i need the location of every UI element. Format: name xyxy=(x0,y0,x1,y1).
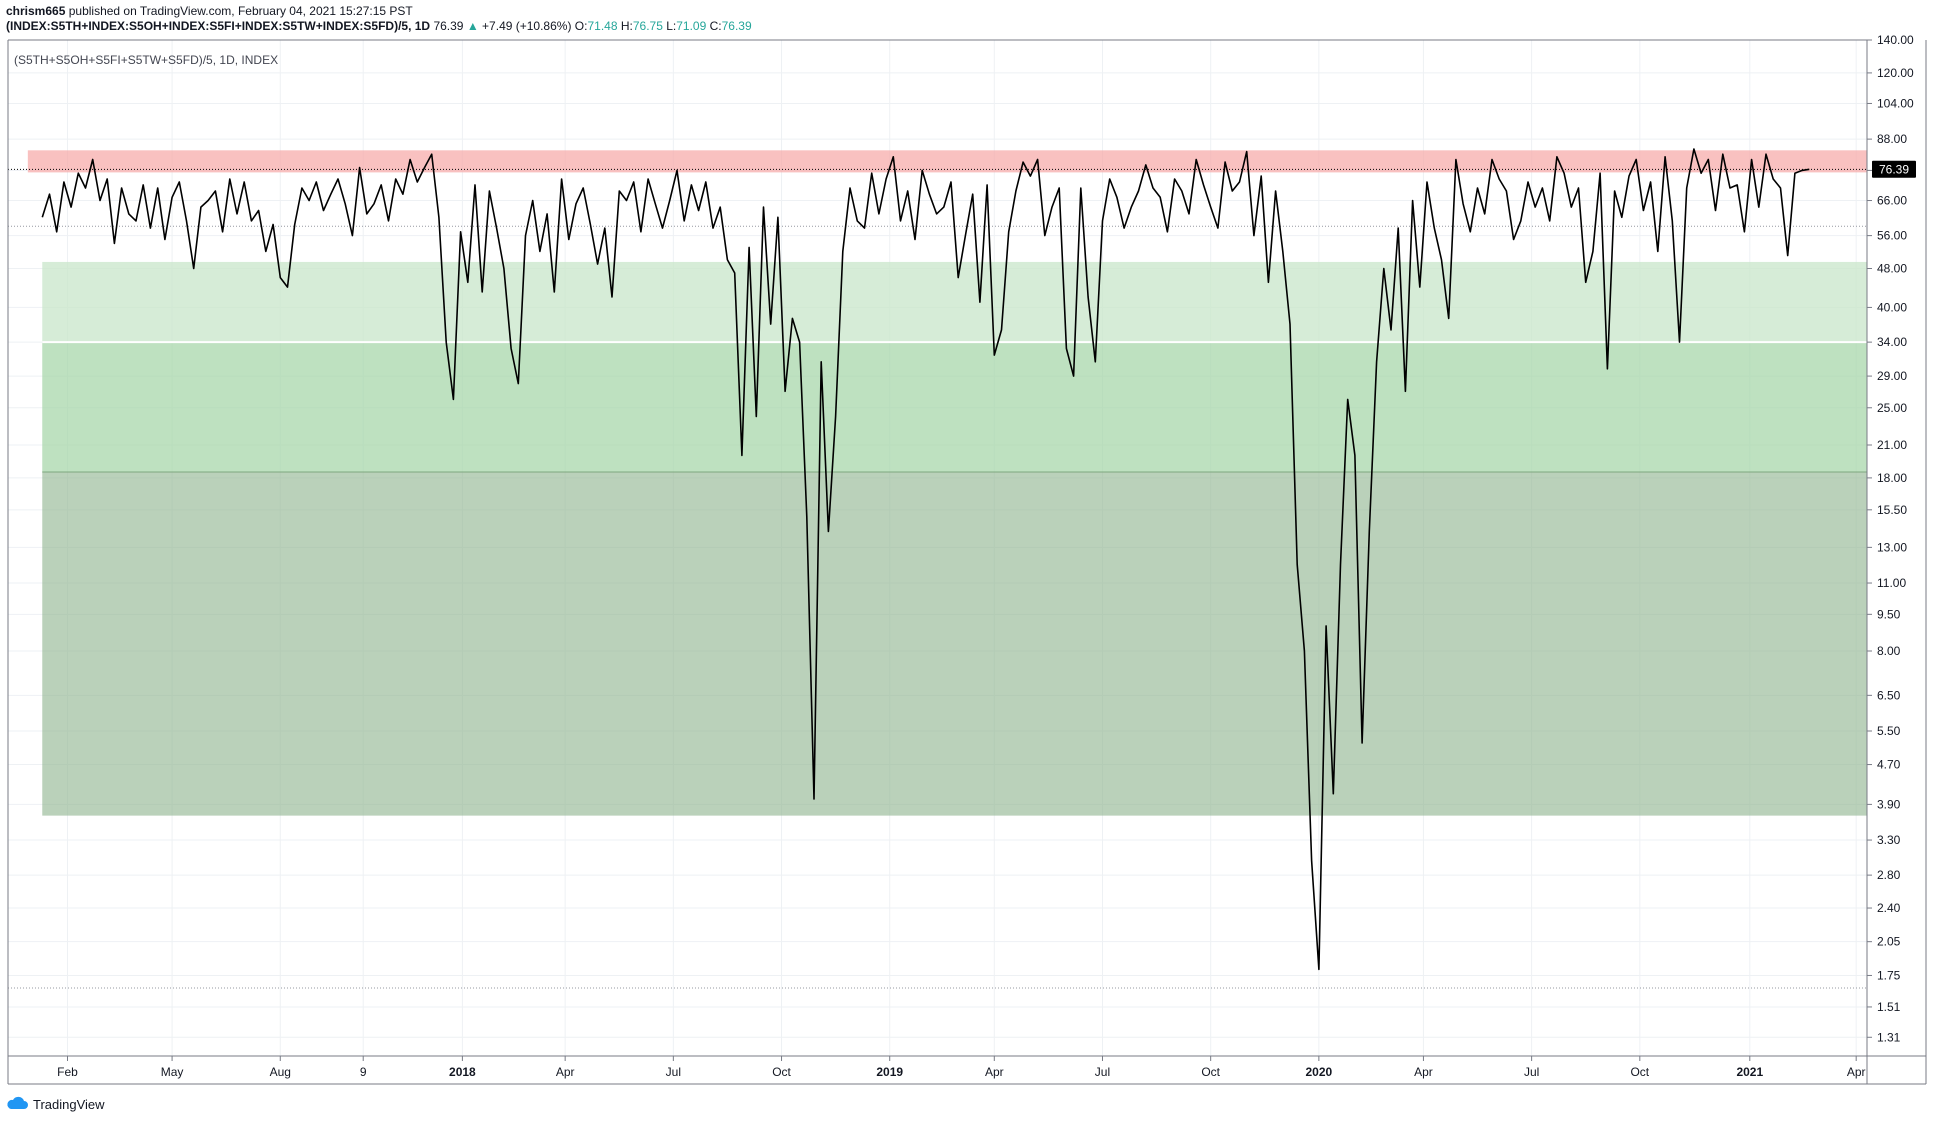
x-tick-label: Aug xyxy=(270,1065,291,1079)
symbol-expression: (INDEX:S5TH+INDEX:S5OH+INDEX:S5FI+INDEX:… xyxy=(6,19,431,33)
y-tick-label: 15.50 xyxy=(1877,503,1907,517)
low-label: L: xyxy=(666,19,677,33)
cloud-icon xyxy=(6,1096,28,1113)
y-tick-label: 1.75 xyxy=(1877,968,1901,982)
high-label: H: xyxy=(620,19,633,33)
y-tick-label: 1.31 xyxy=(1877,1030,1901,1044)
price-axis[interactable]: 140.00120.00104.0088.0076.0066.0056.0048… xyxy=(1867,33,1914,1044)
x-tick-label: Apr xyxy=(1414,1065,1433,1079)
zone-red xyxy=(27,150,1868,173)
high-value: 76.75 xyxy=(632,19,663,33)
brand-name: TradingView xyxy=(33,1097,105,1112)
zone-green_mid xyxy=(42,342,1867,473)
y-tick-label: 120.00 xyxy=(1877,66,1914,80)
published-text: published on TradingView.com, February 0… xyxy=(68,4,413,18)
chart-frame xyxy=(7,39,1927,1085)
x-tick-label: Jul xyxy=(1524,1065,1539,1079)
x-tick-label: Apr xyxy=(1847,1065,1866,1079)
y-tick-label: 2.40 xyxy=(1877,901,1901,915)
y-tick-label: 1.51 xyxy=(1877,1000,1901,1014)
publish-info: chrism665 published on TradingView.com, … xyxy=(6,4,752,19)
chart-header: chrism665 published on TradingView.com, … xyxy=(6,4,752,34)
open-value: 71.48 xyxy=(587,19,618,33)
reference-lines xyxy=(8,168,1867,989)
x-tick-label: Jul xyxy=(666,1065,681,1079)
zone-green_light xyxy=(42,261,1867,343)
y-tick-label: 56.00 xyxy=(1877,229,1907,243)
series-line xyxy=(41,148,1810,971)
zone-rectangles xyxy=(27,150,1868,816)
x-tick-label: 9 xyxy=(360,1065,367,1079)
chart-legend-label: (S5TH+S5OH+S5FI+S5TW+S5FD)/5, 1D, INDEX xyxy=(14,53,278,67)
y-tick-label: 5.50 xyxy=(1877,724,1901,738)
y-tick-label: 2.05 xyxy=(1877,935,1901,949)
x-tick-label: Oct xyxy=(772,1065,791,1079)
low-value: 71.09 xyxy=(676,19,707,33)
zone-green_dark xyxy=(42,472,1867,816)
close-value: 76.39 xyxy=(721,19,752,33)
y-tick-label: 2.80 xyxy=(1877,868,1901,882)
y-tick-label: 88.00 xyxy=(1877,132,1907,146)
x-tick-label: 2020 xyxy=(1306,1065,1333,1079)
x-tick-label: May xyxy=(161,1065,184,1079)
author-name[interactable]: chrism665 xyxy=(6,4,66,18)
x-tick-label: 2021 xyxy=(1736,1065,1763,1079)
y-tick-label: 6.50 xyxy=(1877,688,1901,702)
y-tick-label: 4.70 xyxy=(1877,758,1901,772)
time-axis[interactable]: Feb May Aug 9 2018 Apr Jul Oct 2019 Apr Jul Oct 2020… xyxy=(57,1056,1866,1079)
y-tick-label: 11.00 xyxy=(1877,576,1906,590)
y-tick-label: 18.00 xyxy=(1877,471,1907,485)
symbol-info-line: (INDEX:S5TH+INDEX:S5OH+INDEX:S5FI+INDEX:… xyxy=(6,19,752,34)
y-tick-label: 9.50 xyxy=(1877,607,1901,621)
y-tick-label: 25.00 xyxy=(1877,401,1907,415)
open-label: O: xyxy=(574,19,588,33)
x-tick-label: Oct xyxy=(1630,1065,1649,1079)
y-tick-label: 21.00 xyxy=(1877,438,1907,452)
x-tick-label: Jul xyxy=(1095,1065,1110,1079)
series-line-group xyxy=(41,148,1810,971)
x-tick-label: Feb xyxy=(57,1065,78,1079)
y-tick-label: 40.00 xyxy=(1877,300,1907,314)
badge-background xyxy=(1872,160,1916,178)
badge-value: 76.39 xyxy=(1879,162,1909,176)
close-label: C: xyxy=(709,19,722,33)
y-tick-label: 3.90 xyxy=(1877,797,1901,811)
x-tick-label: Oct xyxy=(1201,1065,1220,1079)
last-price: 76.39 xyxy=(433,19,464,33)
x-tick-label: 2019 xyxy=(876,1065,903,1079)
x-tick-label: Apr xyxy=(985,1065,1004,1079)
up-arrow-icon: ▲ xyxy=(466,19,479,33)
x-tick-label: Apr xyxy=(556,1065,575,1079)
y-tick-label: 29.00 xyxy=(1877,369,1907,383)
y-tick-label: 104.00 xyxy=(1877,96,1914,110)
y-tick-label: 66.00 xyxy=(1877,194,1907,208)
price-change: +7.49 (+10.86%) xyxy=(482,19,572,33)
tradingview-logo[interactable]: TradingView xyxy=(6,1096,105,1113)
x-tick-label: 2018 xyxy=(449,1065,476,1079)
y-tick-label: 140.00 xyxy=(1877,33,1914,47)
last-price-badge: 76.39 xyxy=(1872,160,1916,178)
y-tick-label: 34.00 xyxy=(1877,335,1907,349)
y-tick-label: 3.30 xyxy=(1877,833,1901,847)
y-tick-label: 8.00 xyxy=(1877,644,1901,658)
y-tick-label: 13.00 xyxy=(1877,540,1907,554)
y-tick-label: 48.00 xyxy=(1877,262,1907,276)
